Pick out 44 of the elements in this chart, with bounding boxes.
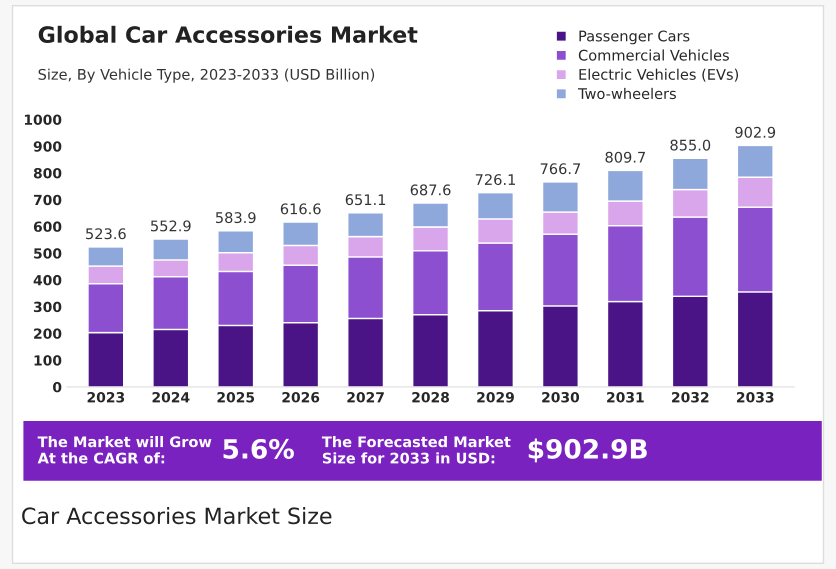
text: The Forecasted Market Size for 2033 in USD: [322, 436, 511, 464]
legend-label: Commercial Vehicles [578, 49, 729, 61]
y-tick-label: 100 [34, 355, 62, 366]
total-label: 766.7 [540, 163, 580, 174]
x-tick-label: 2033 [737, 392, 774, 403]
total-label: 583.9 [216, 212, 256, 224]
x-tick-label: 2027 [347, 392, 384, 403]
total-label: 651.1 [346, 194, 386, 206]
text: $902.9B [528, 438, 647, 462]
x-tick-label: 2030 [542, 392, 580, 403]
x-tick-label: 2026 [282, 392, 320, 403]
total-label: 552.9 [151, 220, 191, 232]
total-label: 687.6 [410, 184, 450, 196]
y-tick-label: 200 [34, 328, 62, 339]
total-label: 855.0 [670, 140, 710, 151]
legend-label: Passenger Cars [579, 30, 690, 44]
total-label: 616.6 [280, 203, 321, 214]
text: 5.6% [224, 438, 294, 459]
y-tick-label: 0 [53, 382, 62, 392]
legend-label: Two-wheelers [578, 88, 676, 100]
x-tick-label: 2025 [217, 392, 254, 403]
total-label: 523.6 [86, 228, 126, 240]
x-tick-label: 2029 [477, 392, 514, 403]
total-label: 809.7 [605, 152, 645, 163]
total-label: 902.9 [735, 126, 776, 138]
x-tick-label: 2031 [607, 392, 644, 403]
x-tick-label: 2032 [672, 392, 708, 403]
y-tick-label: 800 [34, 168, 62, 178]
x-tick-label: 2028 [412, 392, 450, 403]
y-tick-label: 400 [34, 274, 62, 286]
chart-subtitle: Size, By Vehicle Type, 2023-2033 (USD Billion) [38, 68, 374, 83]
y-tick-label: 500 [34, 248, 62, 259]
x-tick-label: 2024 [152, 392, 190, 403]
y-tick-label: 700 [34, 194, 62, 206]
total-label: 726.1 [476, 174, 516, 186]
text: Car Accessories Market Size [22, 507, 332, 524]
x-tick-label: 2023 [88, 392, 124, 403]
y-tick-label: 1000 [24, 114, 62, 125]
y-tick-label: 300 [34, 302, 62, 312]
y-tick-label: 600 [34, 221, 62, 232]
text: The Market will Grow At the CAGR of: [38, 436, 212, 464]
chart-title: Global Car Accessories Market [38, 26, 418, 43]
y-tick-label: 900 [34, 141, 62, 152]
legend-label: Electric Vehicles (EVs) [579, 68, 738, 82]
